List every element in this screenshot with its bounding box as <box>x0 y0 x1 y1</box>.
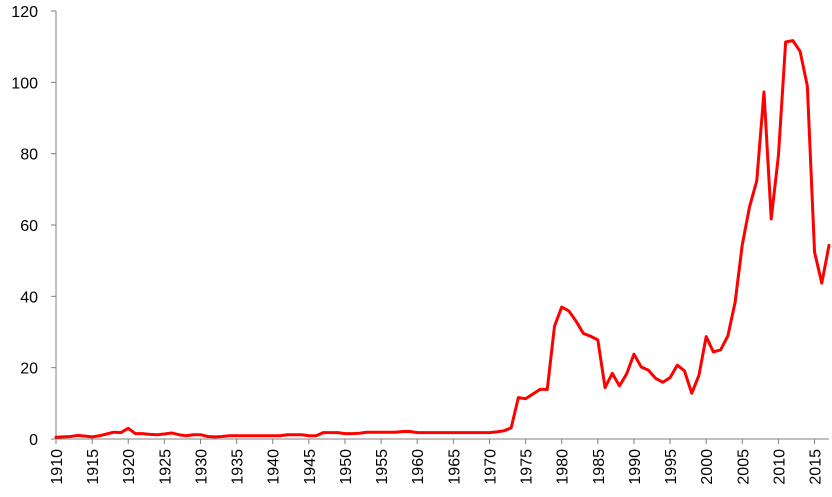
y-tick-label: 80 <box>20 147 38 164</box>
x-tick-label: 2000 <box>699 449 716 485</box>
x-tick-label: 1970 <box>482 449 499 485</box>
x-tick-label: 1925 <box>157 449 174 485</box>
y-tick-label: 0 <box>29 432 38 449</box>
x-tick-label: 1935 <box>230 449 247 485</box>
x-tick-label: 1995 <box>663 449 680 485</box>
x-tick-label: 1955 <box>374 449 391 485</box>
y-tick-label: 120 <box>11 4 38 21</box>
series-line-0 <box>54 39 831 439</box>
x-tick-label: 1985 <box>591 449 608 485</box>
x-tick-label: 2005 <box>735 449 752 485</box>
x-tick-label: 2015 <box>808 449 825 485</box>
y-tick-label: 40 <box>20 289 38 306</box>
y-tick-label: 20 <box>20 361 38 378</box>
x-tick-label: 1940 <box>266 449 283 485</box>
x-tick-label: 1950 <box>338 449 355 485</box>
x-tick-label: 1930 <box>193 449 210 485</box>
x-axis: 1910 1915 1920 1925 1930 1935 1940 1945 1950 1955… <box>49 438 829 485</box>
x-tick-label: 1975 <box>519 449 536 485</box>
x-tick-label: 1910 <box>49 449 66 485</box>
series-group <box>54 39 831 439</box>
y-axis: 0 20 40 60 80 100 120 <box>11 4 57 449</box>
x-tick-label: 1965 <box>446 449 463 485</box>
y-tick-label: 100 <box>11 75 38 92</box>
x-tick-label: 1945 <box>302 449 319 485</box>
x-tick-label: 2010 <box>771 449 788 485</box>
x-tick-label: 1980 <box>555 449 572 485</box>
x-tick-label: 1990 <box>627 449 644 485</box>
y-tick-label: 60 <box>20 218 38 235</box>
x-tick-label: 1920 <box>121 449 138 485</box>
x-tick-label: 1915 <box>85 449 102 485</box>
x-tick-label: 1960 <box>410 449 427 485</box>
